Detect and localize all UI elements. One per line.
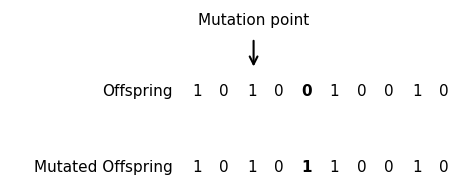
Text: 0: 0 — [301, 84, 312, 99]
Text: 1: 1 — [301, 160, 312, 175]
Text: 0: 0 — [384, 160, 394, 175]
Text: 1: 1 — [412, 160, 421, 175]
Text: 0: 0 — [439, 160, 449, 175]
Text: 0: 0 — [384, 84, 394, 99]
Text: 1: 1 — [329, 160, 339, 175]
Text: 0: 0 — [274, 160, 284, 175]
Text: 1: 1 — [192, 160, 201, 175]
Text: 0: 0 — [219, 160, 229, 175]
Text: Mutated Offspring: Mutated Offspring — [34, 160, 173, 175]
Text: 0: 0 — [357, 160, 366, 175]
Text: Offspring: Offspring — [102, 84, 173, 99]
Text: 0: 0 — [274, 84, 284, 99]
Text: 0: 0 — [219, 84, 229, 99]
Text: 1: 1 — [329, 84, 339, 99]
Text: 1: 1 — [247, 160, 256, 175]
Text: 1: 1 — [412, 84, 421, 99]
Text: 1: 1 — [247, 84, 256, 99]
Text: 0: 0 — [439, 84, 449, 99]
Text: 0: 0 — [357, 84, 366, 99]
Text: 1: 1 — [192, 84, 201, 99]
Text: Mutation point: Mutation point — [198, 13, 309, 28]
